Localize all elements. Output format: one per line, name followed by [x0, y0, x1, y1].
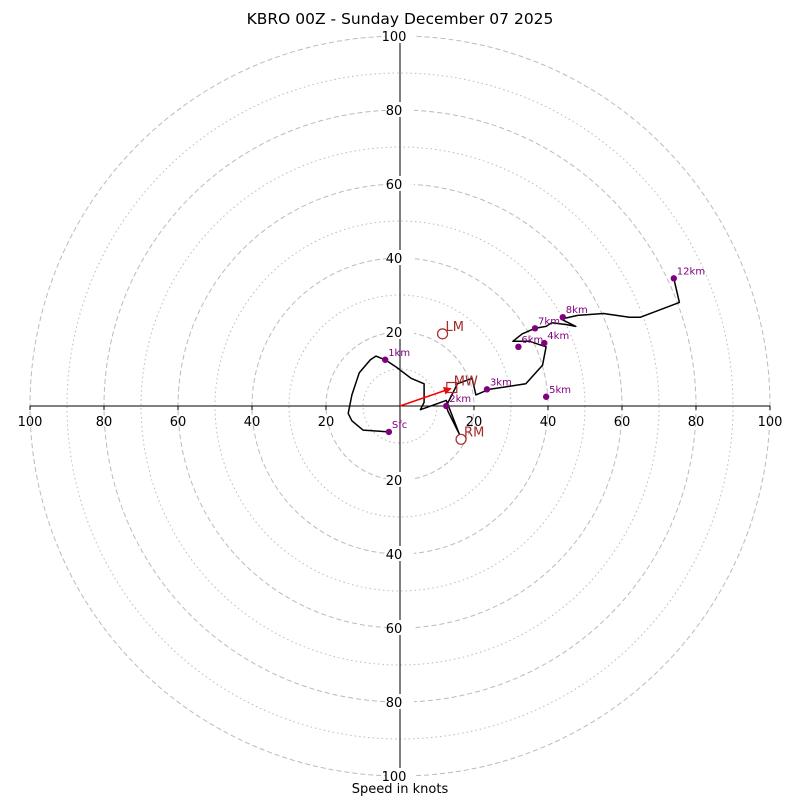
y-tick-label: 20 [386, 474, 403, 489]
height-label-5km: 5km [549, 385, 571, 396]
height-label-6km: 6km [521, 335, 543, 346]
mean-wind-marker [446, 381, 458, 394]
height-marker-3km [483, 386, 491, 393]
height-marker-6km [515, 343, 522, 350]
y-tick-bg [386, 176, 414, 191]
height-label-3km: 3km [490, 377, 512, 388]
hodograph-trace [347, 278, 681, 435]
y-tick-label: 40 [386, 252, 403, 267]
height-label-8km: 8km [566, 305, 588, 316]
x-tick-label: 20 [466, 415, 483, 430]
lm-label: LM [446, 320, 464, 335]
x-tick-label: 100 [758, 415, 783, 430]
height-label-12km: 12km [677, 266, 705, 277]
y-tick-label: 60 [386, 622, 403, 637]
height-marker-5km [542, 393, 550, 400]
y-tick-bg [386, 102, 414, 117]
height-marker-7km [531, 325, 539, 332]
height-marker-8km [559, 314, 566, 321]
y-tick-bg [386, 28, 414, 43]
y-tick-label: 20 [386, 326, 403, 341]
rm-marker [455, 433, 467, 445]
y-tick-label: 100 [382, 770, 407, 785]
x-tick-label: 80 [96, 415, 113, 430]
height-label-1km: 1km [388, 348, 410, 359]
x-tick-label: 40 [244, 415, 261, 430]
y-tick-label: 100 [382, 30, 407, 45]
y-tick-bg [386, 324, 414, 339]
x-tick-label: 20 [318, 415, 335, 430]
height-label-4km: 4km [547, 331, 569, 342]
mean-wind-label: MW [454, 375, 478, 390]
y-tick-label: 80 [386, 696, 403, 711]
height-marker-12km [670, 275, 677, 282]
height-marker-1km [382, 356, 389, 363]
chart-title: KBRO 00Z - Sunday December 07 2025 [246, 10, 554, 28]
height-label-sfc: Sfc [392, 420, 407, 431]
height-label-7km: 7km [538, 316, 560, 327]
x-tick-label: 60 [170, 415, 187, 430]
height-marker-4km [541, 339, 548, 347]
x-tick-label: 60 [614, 415, 631, 430]
mean-wind-arrow [399, 386, 452, 407]
y-tick-bg [386, 472, 414, 487]
height-label-2km: 2km [449, 394, 471, 405]
x-tick-label: 80 [688, 415, 705, 430]
height-marker-2km [443, 402, 450, 410]
x-tick-label: 100 [18, 415, 43, 430]
x-tick-label: 40 [540, 415, 557, 430]
y-tick-bg [386, 250, 414, 265]
y-tick-bg [386, 620, 414, 635]
y-tick-bg [386, 546, 414, 561]
x-axis-label: Speed in knots [351, 782, 449, 797]
y-tick-label: 60 [386, 178, 403, 193]
y-tick-label: 40 [386, 548, 403, 563]
rm-label: RM [464, 425, 484, 440]
y-tick-label: 80 [386, 104, 403, 119]
y-tick-bg [386, 694, 414, 709]
y-tick-bg [386, 768, 414, 783]
height-marker-sfc [385, 428, 393, 436]
lm-marker [436, 328, 449, 340]
